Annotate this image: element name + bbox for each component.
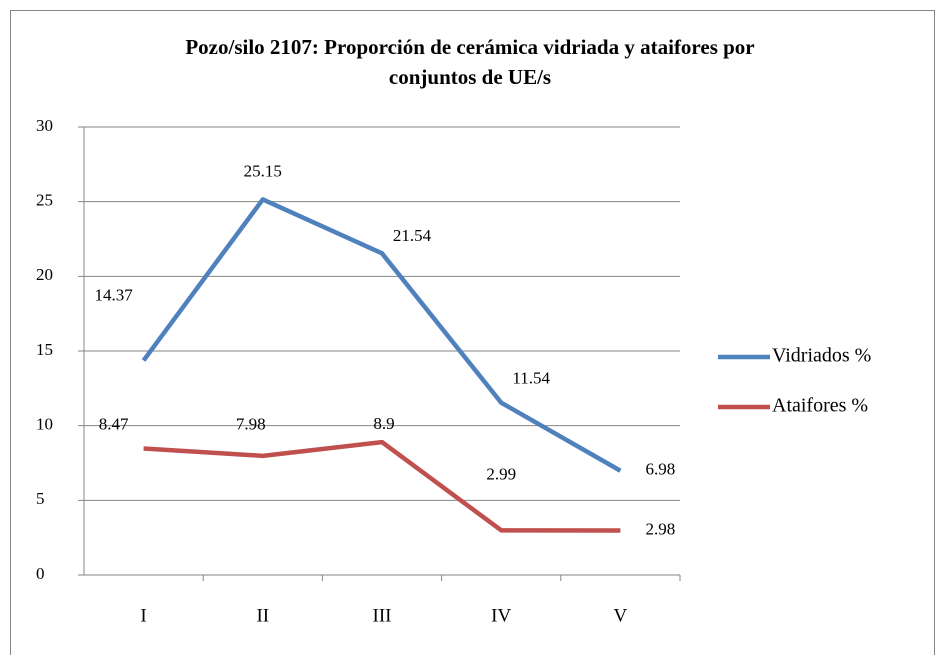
- line-series: [143, 439, 621, 533]
- data-label: 7.98: [236, 415, 266, 434]
- data-label: 2.99: [486, 464, 516, 483]
- data-label: 8.47: [99, 414, 129, 433]
- chart-frame: [10, 10, 935, 655]
- legend-label: Ataifores %: [772, 395, 868, 417]
- y-tick-label: 30: [36, 116, 53, 135]
- y-tick-label: 0: [36, 564, 45, 583]
- y-tick-label: 25: [36, 191, 53, 210]
- y-tick-label: 15: [36, 340, 53, 359]
- data-label: 2.98: [646, 519, 676, 538]
- data-label: 8.9: [373, 414, 394, 433]
- chart-title: Pozo/silo 2107: Proporción de cerámica v…: [185, 35, 755, 89]
- line-series: [141, 197, 622, 473]
- x-tick-label: I: [140, 605, 146, 626]
- x-tick-label: II: [256, 605, 269, 626]
- data-label: 14.37: [94, 285, 133, 304]
- data-label: 25.15: [244, 161, 282, 180]
- y-tick-label: 20: [36, 265, 53, 284]
- y-tick-label: 5: [36, 489, 45, 508]
- y-tick-label: 10: [36, 415, 53, 434]
- data-label: 11.54: [512, 369, 550, 388]
- x-tick-label: IV: [491, 605, 511, 626]
- x-tick-label: III: [373, 605, 392, 626]
- x-tick-label: V: [614, 605, 628, 626]
- data-label: 6.98: [646, 460, 676, 479]
- data-label: 21.54: [393, 226, 432, 245]
- legend-label: Vidriados %: [772, 345, 871, 367]
